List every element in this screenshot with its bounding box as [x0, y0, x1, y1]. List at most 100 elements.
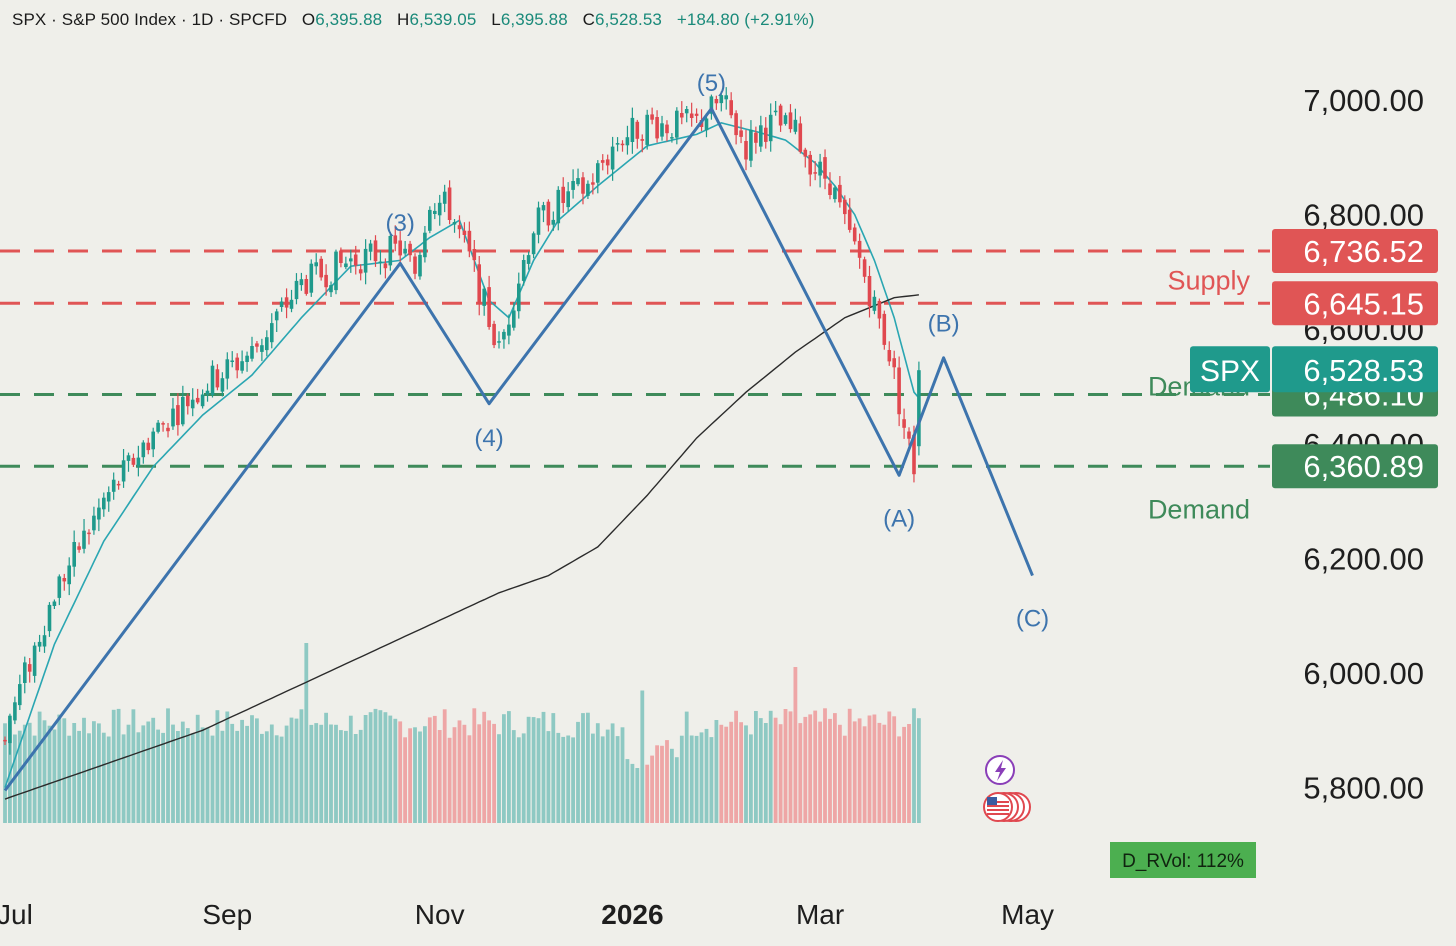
volume-bar — [892, 716, 897, 823]
candle — [877, 300, 882, 319]
volume-bar — [230, 723, 235, 823]
candle — [625, 137, 630, 146]
level-tag-label: 6,736.52 — [1303, 234, 1424, 269]
candle — [447, 187, 452, 220]
volume-bar — [240, 719, 244, 823]
candle — [635, 121, 640, 139]
volume-bar — [269, 724, 274, 823]
price-tag-label: 6,528.53 — [1303, 353, 1424, 388]
volume-bar — [739, 722, 743, 823]
candle — [882, 313, 887, 345]
volume-bar — [329, 724, 333, 823]
volume-bar — [57, 714, 62, 823]
price-tag-box — [1272, 346, 1438, 393]
symbol-tag-label: SPX — [1200, 355, 1260, 388]
candle — [689, 113, 694, 118]
candle — [803, 149, 808, 157]
candle — [788, 112, 793, 130]
candle — [487, 287, 491, 327]
volume-bar — [595, 723, 600, 823]
candle — [684, 109, 689, 114]
candle — [764, 127, 768, 142]
candle — [768, 114, 773, 142]
volume-bar — [586, 712, 590, 823]
volume-bar — [383, 712, 388, 823]
candle — [423, 232, 427, 258]
candle — [373, 240, 378, 262]
candle — [255, 343, 259, 347]
candle — [739, 130, 743, 137]
volume-bar — [423, 726, 427, 823]
volume-bar — [82, 717, 86, 823]
candle — [358, 269, 363, 274]
candle — [862, 259, 867, 277]
candle — [808, 154, 812, 175]
candle — [289, 299, 294, 309]
volume-bar — [823, 708, 827, 823]
candle — [205, 390, 210, 395]
volume-bar — [457, 720, 462, 823]
volume-bar — [729, 721, 734, 823]
volume-bar — [674, 757, 679, 823]
candle — [507, 324, 511, 336]
candle — [773, 110, 778, 113]
candle — [610, 146, 615, 170]
candle — [309, 263, 314, 293]
high-label: H — [397, 10, 410, 29]
candle — [576, 178, 580, 185]
volume-bar — [215, 710, 220, 823]
volume-bar — [897, 736, 901, 823]
candle — [838, 184, 842, 203]
current-price-tag: SPX 6,528.53 — [1190, 346, 1438, 393]
close-label: C — [582, 10, 596, 29]
candle — [324, 274, 328, 288]
volume-bar — [650, 755, 654, 823]
candle — [680, 113, 684, 118]
candle — [546, 201, 551, 226]
candle — [161, 423, 165, 425]
volume-bar — [97, 723, 101, 823]
volume-bar — [640, 690, 645, 823]
candle — [141, 442, 146, 458]
volume-bar — [665, 740, 669, 823]
volume-bar — [467, 735, 472, 823]
candle — [640, 139, 645, 141]
volume-bar — [867, 715, 872, 823]
x-tick-label: 2026 — [601, 899, 663, 930]
volume-bar — [492, 723, 496, 823]
candle — [833, 187, 837, 200]
interval[interactable]: 1D — [191, 10, 214, 29]
candle — [729, 100, 733, 116]
level-tag: 6,360.89 — [1272, 444, 1438, 489]
volume-bar — [67, 735, 72, 823]
candle — [245, 355, 249, 362]
candle — [265, 337, 269, 351]
volume-bar — [462, 724, 467, 823]
volume-bar — [857, 718, 862, 823]
volume-bar — [92, 721, 96, 823]
candle — [136, 457, 141, 467]
volume-bar — [116, 708, 121, 823]
candle — [270, 323, 274, 343]
candle — [388, 236, 393, 266]
candle — [181, 396, 185, 425]
candle — [675, 110, 679, 138]
candle — [52, 601, 57, 606]
candle — [670, 137, 674, 139]
candle — [714, 99, 719, 104]
volume-bar — [373, 708, 378, 823]
volume-bar — [813, 710, 818, 823]
y-tick-label: 6,000.00 — [1303, 656, 1424, 691]
candle — [18, 684, 22, 706]
volume-bar — [210, 735, 215, 823]
volume-bar — [32, 735, 37, 823]
candle — [556, 189, 561, 224]
candle — [87, 532, 91, 535]
symbol[interactable]: SPX — [12, 10, 47, 29]
volume-bar — [566, 735, 571, 823]
candle — [734, 113, 738, 136]
wave-label: (A) — [883, 505, 915, 532]
volume-bar — [339, 730, 343, 823]
